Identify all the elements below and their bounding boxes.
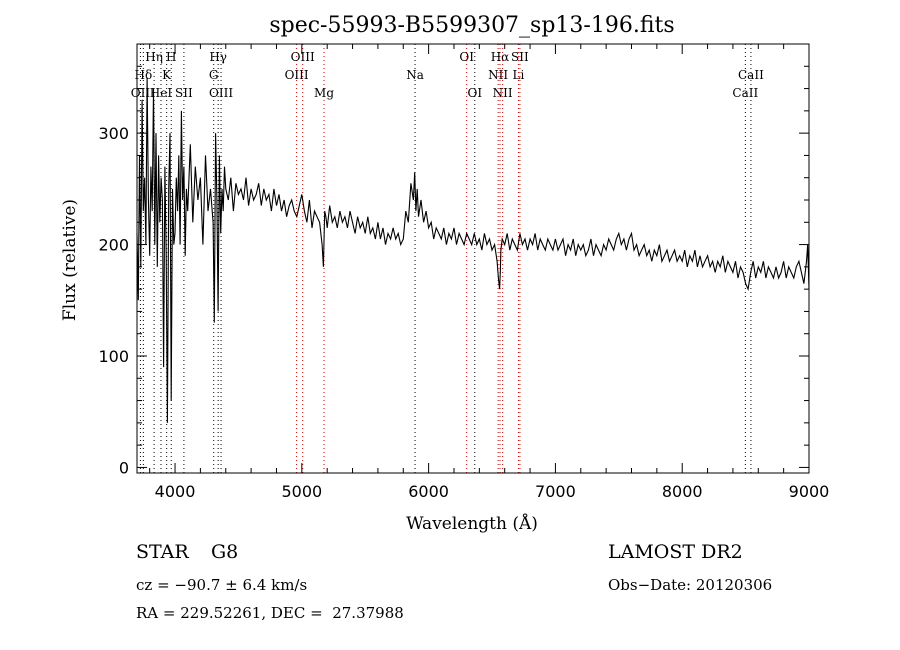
line-label: NII	[488, 68, 508, 82]
line-label: OIII	[291, 50, 315, 64]
line-label: NII	[493, 86, 513, 100]
y-axis-label: Flux (relative)	[60, 199, 80, 321]
line-label: OIII	[285, 68, 309, 82]
x-tick-label: 8000	[662, 482, 703, 501]
line-label: G	[209, 68, 219, 82]
y-tick-label: 100	[98, 347, 129, 366]
line-label: Hδ	[134, 68, 152, 82]
x-tick-label: 9000	[789, 482, 830, 501]
x-axis-label: Wavelength (Å)	[406, 513, 538, 534]
line-label: CaII	[732, 86, 758, 100]
line-label: SII	[511, 50, 529, 64]
line-label: Na	[406, 68, 424, 82]
survey-name: LAMOST DR2	[608, 541, 743, 563]
x-tick-label: 4000	[155, 482, 196, 501]
chart-title: spec-55993-B5599307_sp13-196.fits	[269, 13, 674, 38]
x-tick-label: 5000	[281, 482, 322, 501]
axis-ticks	[137, 44, 810, 473]
y-tick-label: 300	[98, 124, 129, 143]
line-label: OIII	[209, 86, 233, 100]
observation-date: Obs−Date: 20120306	[608, 576, 773, 594]
x-tick-label: 6000	[408, 482, 449, 501]
plot-frame	[136, 43, 810, 474]
line-label: CaII	[738, 68, 764, 82]
y-tick-label: 200	[98, 236, 129, 255]
sky-coordinates: RA = 229.52261, DEC = 27.37988	[136, 604, 404, 622]
line-label: K	[162, 68, 172, 82]
line-label: OII	[131, 86, 151, 100]
line-label: SII	[175, 86, 193, 100]
line-label: Hγ	[209, 50, 227, 64]
y-tick-label: 0	[119, 458, 129, 477]
line-label: Hη	[145, 50, 163, 64]
line-label: Li	[512, 68, 524, 82]
redshift-velocity: cz = −90.7 ± 6.4 km/s	[136, 576, 308, 594]
object-subclass: G8	[211, 541, 239, 563]
line-label: Hα	[491, 50, 510, 64]
line-label: HeI	[150, 86, 173, 100]
object-class: STAR	[136, 541, 189, 563]
axis-tick-labels: 4000 5000 6000 7000 8000 9000 0 100 200 300	[98, 124, 829, 501]
spectrum-line	[136, 77, 810, 423]
spectral-line-markers	[139, 44, 752, 473]
x-tick-label: 7000	[535, 482, 576, 501]
line-label: H	[166, 50, 176, 64]
line-label: Mg	[314, 86, 334, 100]
line-label: OI	[459, 50, 474, 64]
line-label: OI	[467, 86, 482, 100]
